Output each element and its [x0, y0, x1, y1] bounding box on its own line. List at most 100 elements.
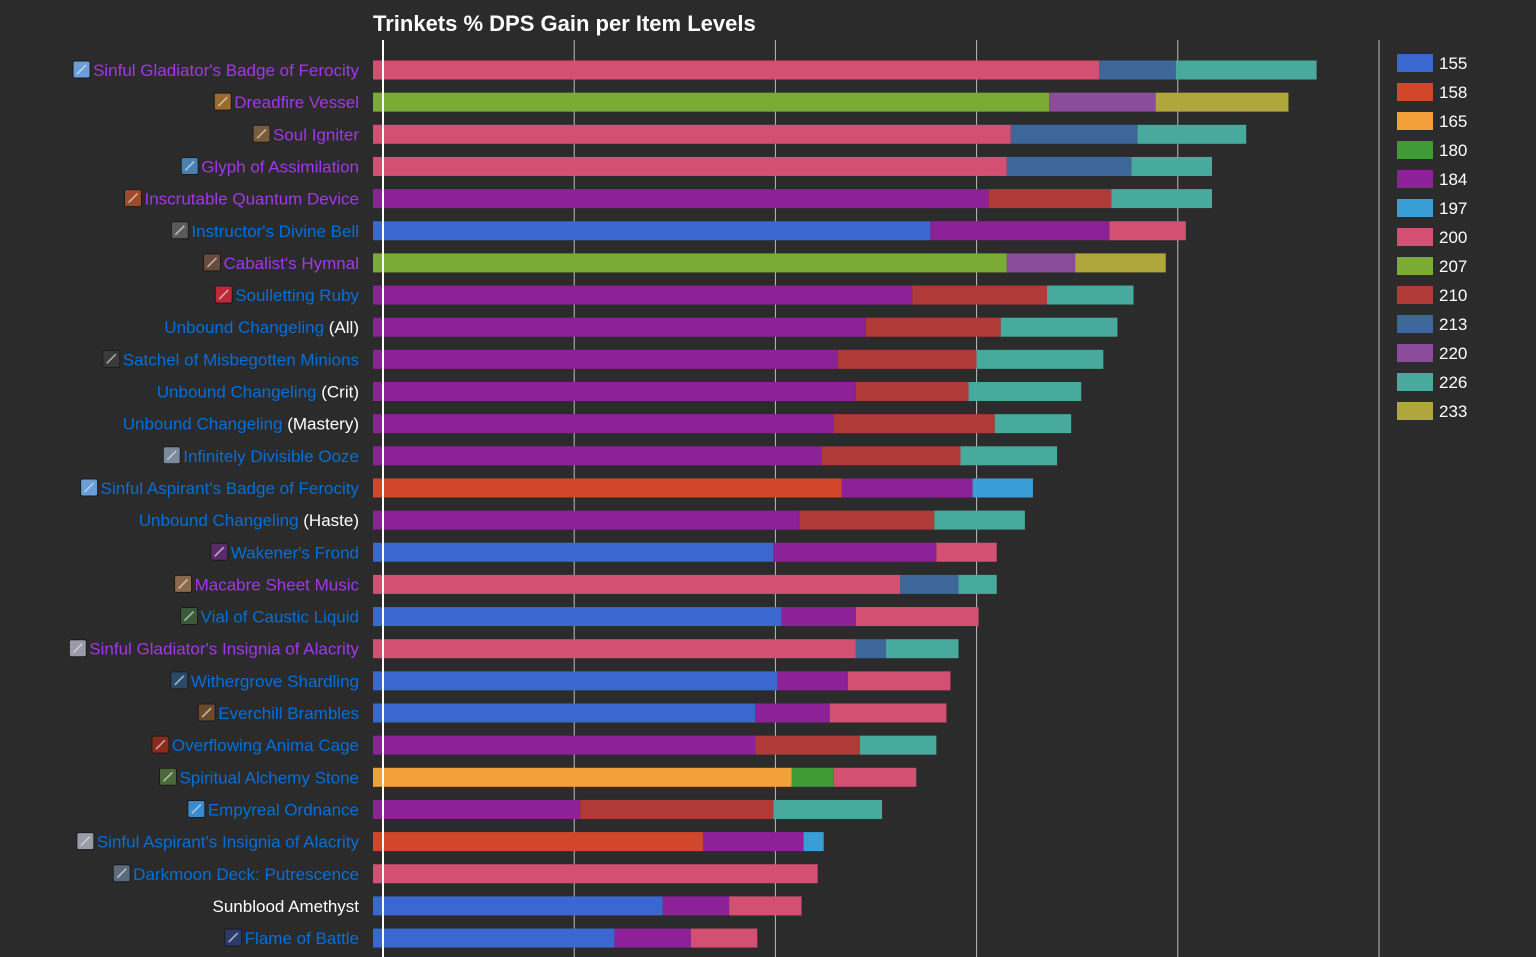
item-name: Wakener's Frond	[231, 543, 359, 562]
legend-label-184: 184	[1439, 170, 1467, 189]
legend-swatch-197	[1397, 199, 1433, 217]
bar-27-seg-200	[729, 896, 802, 916]
bar-7-seg-220	[1006, 253, 1076, 273]
bar-21-seg-184	[755, 703, 830, 723]
item-name: Unbound Changeling	[139, 511, 299, 530]
satchel-icon-glyph	[106, 353, 117, 364]
item-label: Infinitely Divisible Ooze	[183, 447, 359, 466]
bar-7-seg-233	[1075, 253, 1166, 273]
bar-13-seg-226	[960, 446, 1058, 466]
bar-16-seg-200	[936, 542, 997, 562]
legend-label-158: 158	[1439, 83, 1467, 102]
item-label: Unbound Changeling (Haste)	[139, 511, 359, 530]
bar-13-seg-210	[821, 446, 961, 466]
legend-swatch-207	[1397, 257, 1433, 275]
flame-icon-glyph	[228, 932, 239, 943]
item-label: Instructor's Divine Bell	[191, 222, 359, 241]
vessel-icon-glyph	[217, 96, 228, 107]
legend-swatch-213	[1397, 315, 1433, 333]
bar-24-seg-226	[773, 799, 883, 819]
item-label: Sunblood Amethyst	[213, 897, 360, 916]
item-name: Sinful Gladiator's Insignia of Alacrity	[89, 640, 359, 659]
item-name: Everchill Brambles	[218, 704, 359, 723]
item-labels: Sinful Gladiator's Badge of Ferocity Drea…	[68, 60, 360, 948]
badge-icon	[72, 60, 91, 79]
item-name: Soulletting Ruby	[235, 286, 359, 305]
item-label: Unbound Changeling (All)	[164, 318, 359, 337]
item-name: Soul Igniter	[273, 125, 359, 144]
legend-label-233: 233	[1439, 402, 1467, 421]
chart-title: Trinkets % DPS Gain per Item Levels	[373, 11, 756, 36]
badge-icon-glyph	[76, 64, 87, 75]
bar-3-seg-213	[1010, 124, 1138, 144]
bar-22-seg-226	[859, 735, 937, 755]
anima-cage-icon-glyph	[155, 739, 166, 750]
bar-28-seg-184	[614, 928, 691, 948]
item-name: Sinful Aspirant's Badge of Ferocity	[101, 479, 360, 498]
item-name: Inscrutable Quantum Device	[145, 190, 360, 209]
bar-11-seg-210	[855, 382, 969, 401]
gridlines	[573, 40, 1380, 957]
bar-9-seg-184	[373, 317, 866, 337]
legend-label-226: 226	[1439, 373, 1467, 392]
bar-5-seg-210	[988, 189, 1112, 209]
item-label: Soulletting Ruby	[235, 286, 359, 305]
bar-5-seg-226	[1111, 189, 1213, 209]
bell-icon-glyph	[174, 225, 185, 236]
legend-label-180: 180	[1439, 141, 1467, 160]
bar-23-seg-180	[791, 767, 834, 787]
bar-20-seg-200	[847, 671, 951, 691]
bar-28-seg-200	[690, 928, 758, 948]
bar-17-seg-226	[958, 574, 997, 594]
bar-19-seg-226	[886, 639, 959, 659]
igniter-icon	[252, 124, 271, 143]
item-name: Spiritual Alchemy Stone	[179, 768, 359, 787]
bar-1-seg-213	[1099, 60, 1176, 80]
bar-21-seg-155	[373, 703, 756, 723]
bar-8-seg-210	[912, 285, 1048, 305]
item-suffix: (All)	[324, 318, 359, 337]
ooze-icon	[162, 446, 181, 465]
item-name: Sunblood Amethyst	[213, 897, 360, 916]
quantum-device-icon	[124, 189, 142, 208]
item-name: Flame of Battle	[245, 929, 359, 948]
item-label: Wakener's Frond	[231, 543, 359, 562]
item-name: Unbound Changeling	[123, 415, 283, 434]
ruby-icon	[214, 285, 233, 304]
hymnal-icon-glyph	[206, 257, 218, 268]
bar-7-seg-207	[373, 253, 1007, 273]
ordnance-icon	[187, 799, 206, 818]
bar-2-seg-220	[1049, 92, 1156, 112]
igniter-icon-glyph	[256, 128, 267, 139]
bar-9-seg-210	[865, 317, 1001, 337]
bar-27-seg-184	[662, 896, 730, 916]
item-label: Darkmoon Deck: Putrescence	[133, 865, 359, 884]
bar-10-seg-184	[373, 349, 838, 369]
bar-16-seg-155	[373, 542, 774, 562]
legend-label-197: 197	[1439, 199, 1467, 218]
frond-icon	[210, 542, 229, 561]
item-label: Vial of Caustic Liquid	[201, 608, 359, 627]
insignia-icon-glyph	[72, 643, 83, 654]
bar-21-seg-200	[829, 703, 947, 723]
shardling-icon	[170, 671, 189, 690]
bar-19-seg-200	[373, 639, 856, 659]
bar-24-seg-210	[580, 799, 774, 819]
item-label: Sinful Aspirant's Badge of Ferocity	[101, 479, 360, 498]
bar-2-seg-233	[1155, 92, 1289, 112]
quantum-device-icon-glyph	[127, 193, 139, 204]
bar-stacks	[373, 60, 1317, 948]
bar-18-seg-200	[855, 607, 979, 627]
bar-4-seg-226	[1131, 156, 1213, 176]
bar-18-seg-184	[781, 607, 856, 627]
item-suffix: (Crit)	[317, 383, 359, 402]
item-label: Sinful Gladiator's Insignia of Alacrity	[89, 640, 359, 659]
bar-18-seg-155	[373, 607, 782, 627]
bar-23-seg-165	[373, 767, 792, 787]
bar-16-seg-184	[773, 542, 937, 562]
satchel-icon	[102, 349, 121, 368]
brambles-icon-glyph	[201, 707, 212, 718]
item-suffix: (Haste)	[299, 511, 359, 530]
legend-swatch-210	[1397, 286, 1433, 304]
